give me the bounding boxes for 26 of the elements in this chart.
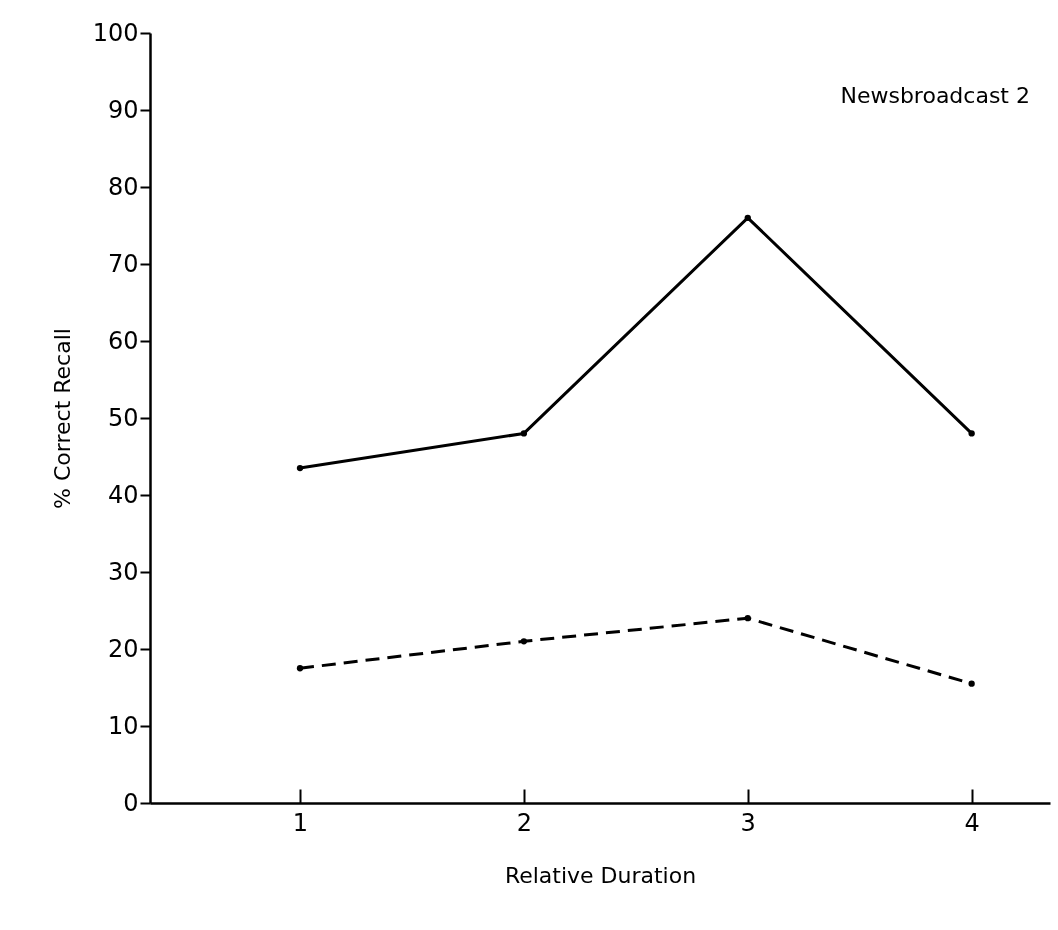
y-tick-label: 0: [123, 788, 139, 817]
y-tick-label: 60: [107, 326, 139, 355]
point: [968, 680, 975, 687]
y-axis-title: % Correct Recall: [49, 328, 75, 509]
y-tick-label: 40: [107, 480, 139, 509]
x-tick-label: 4: [964, 808, 980, 837]
y-tick-label: 20: [107, 634, 139, 663]
y-tick-label: 100: [92, 18, 139, 47]
point: [296, 665, 304, 672]
point: [744, 615, 751, 622]
point: [296, 464, 304, 472]
y-tick-label: 10: [107, 711, 139, 740]
point: [968, 430, 975, 437]
x-axis-title: Relative Duration: [504, 862, 697, 888]
annotation: Newsbroadcast 2: [840, 83, 1030, 108]
y-tick-label: 30: [107, 557, 139, 586]
y-tick-label: 50: [107, 403, 139, 432]
y-tick-label: 70: [107, 249, 139, 278]
y-tick-label: 80: [107, 172, 139, 201]
x-tick-label: 2: [516, 808, 533, 837]
x-tick-label: 3: [740, 808, 756, 837]
point: [520, 638, 528, 645]
point: [744, 214, 751, 221]
y-tick-label: 90: [107, 95, 139, 124]
point: [520, 430, 528, 437]
x-tick-label: 1: [292, 808, 309, 837]
